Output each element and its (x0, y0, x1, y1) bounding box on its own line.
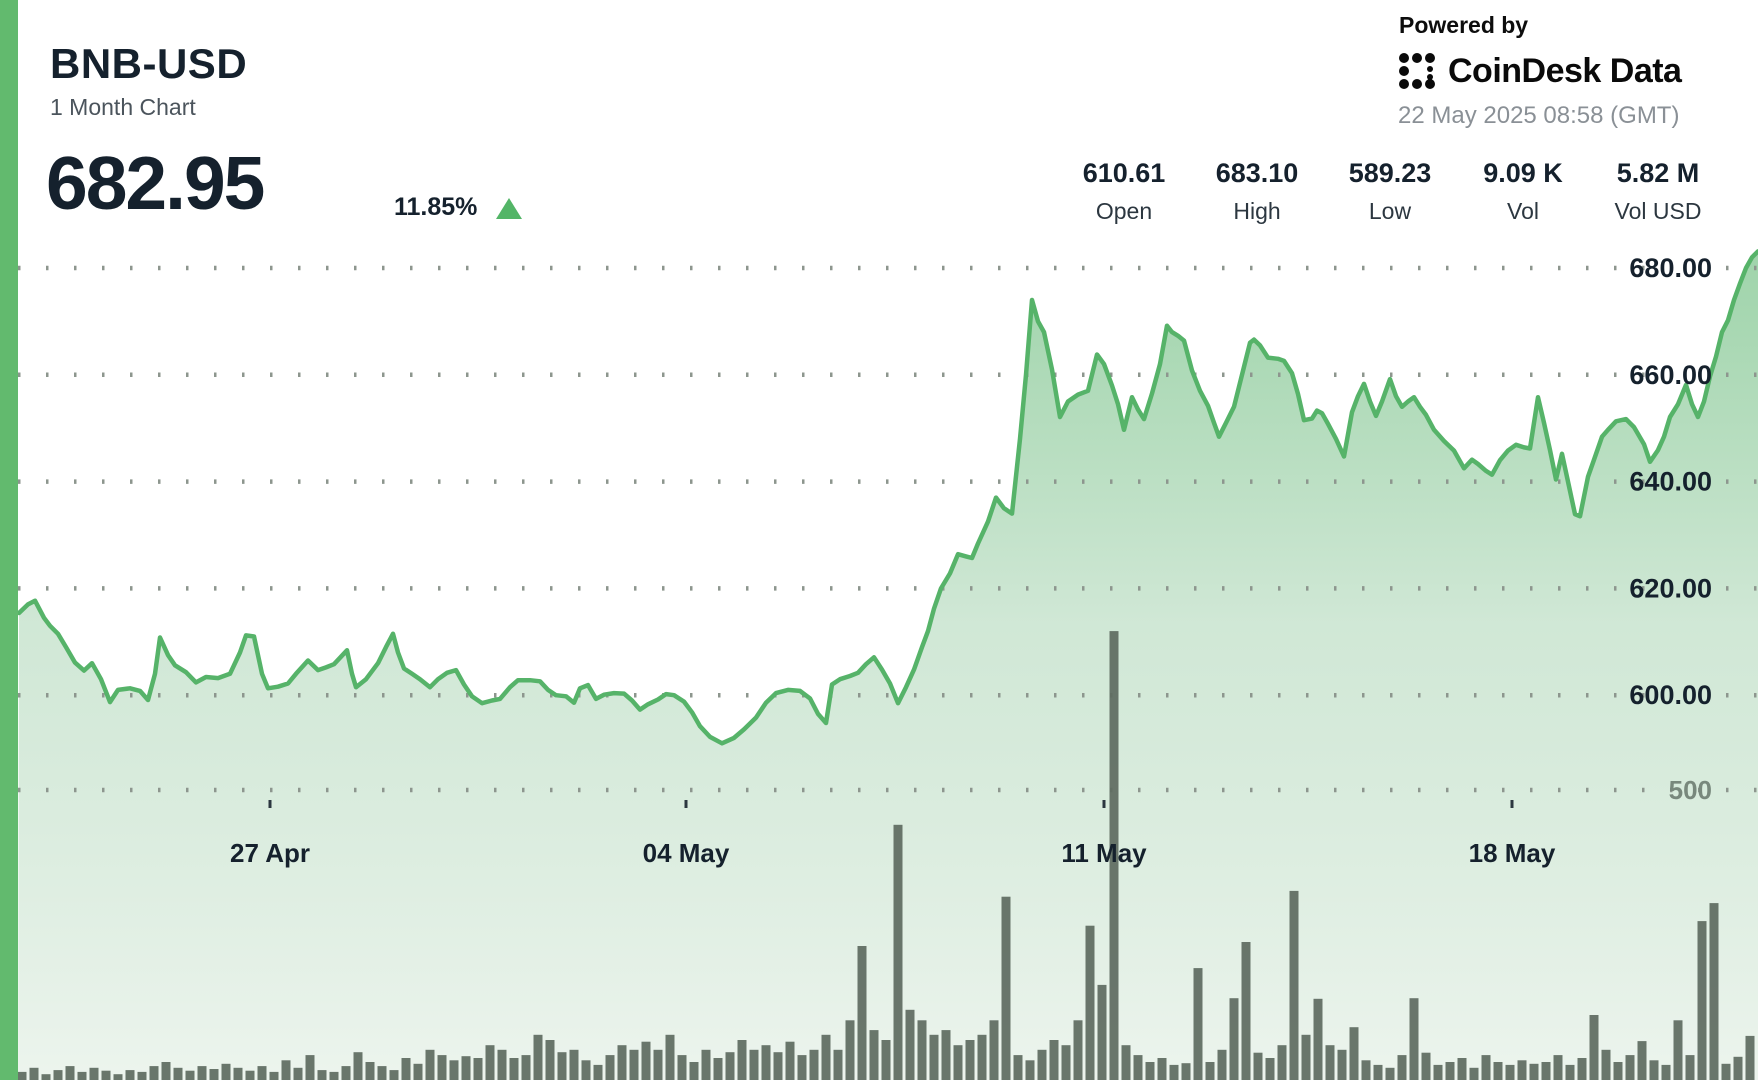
svg-text:680.00: 680.00 (1629, 253, 1712, 283)
y-axis-labels: 680.00 660.00 640.00 620.00 600.00 500 (1629, 253, 1712, 805)
coindesk-logo-icon (1399, 53, 1435, 89)
stat-open: 610.61 Open (1034, 158, 1214, 225)
stat-vol-usd: 5.82 M Vol USD (1568, 158, 1748, 225)
stat-vol: 9.09 K Vol (1433, 158, 1613, 225)
stat-high-value: 683.10 (1215, 158, 1299, 188)
svg-text:600.00: 600.00 (1629, 680, 1712, 710)
last-price: 682.95 (46, 141, 265, 225)
stat-vol-usd-value: 5.82 M (1616, 158, 1700, 188)
svg-text:620.00: 620.00 (1629, 573, 1712, 603)
x-axis-labels: 27 Apr 04 May 11 May 18 May (230, 838, 1556, 868)
x-axis-tick-marks (268, 800, 1514, 808)
chart-period-label: 1 Month Chart (50, 94, 196, 120)
stat-vol-value: 9.09 K (1483, 158, 1563, 188)
stat-open-label: Open (1095, 198, 1153, 224)
up-arrow-icon (496, 198, 522, 219)
svg-text:27 Apr: 27 Apr (230, 838, 310, 868)
price-line (16, 249, 1758, 746)
symbol-title: BNB-USD (50, 40, 248, 87)
price-area-fill (18, 251, 1758, 1080)
stat-low-label: Low (1368, 198, 1412, 224)
coindesk-logo-text: CoinDesk Data (1448, 51, 1682, 90)
stat-high-label: High (1233, 198, 1281, 224)
powered-by-label: Powered by (1399, 12, 1529, 38)
stat-vol-label: Vol (1507, 198, 1539, 224)
stat-low-value: 589.23 (1348, 158, 1432, 188)
svg-text:640.00: 640.00 (1629, 467, 1712, 497)
percent-change: 11.85% (394, 193, 478, 221)
svg-text:500: 500 (1669, 775, 1712, 805)
stat-vol-usd-label: Vol USD (1614, 198, 1702, 224)
svg-text:04 May: 04 May (643, 838, 730, 868)
stat-low: 589.23 Low (1300, 158, 1480, 225)
grid-lines (18, 265, 1758, 793)
svg-text:660.00: 660.00 (1629, 360, 1712, 390)
coindesk-logo: CoinDesk Data (1396, 50, 1682, 92)
stat-open-value: 610.61 (1082, 158, 1166, 188)
left-accent-strip (0, 0, 18, 1080)
timestamp: 22 May 2025 08:58 (GMT) (1398, 102, 1680, 129)
stat-high: 683.10 High (1167, 158, 1347, 225)
svg-text:18 May: 18 May (1469, 838, 1556, 868)
svg-text:11 May: 11 May (1061, 838, 1147, 868)
volume-bars (17, 631, 1755, 1080)
